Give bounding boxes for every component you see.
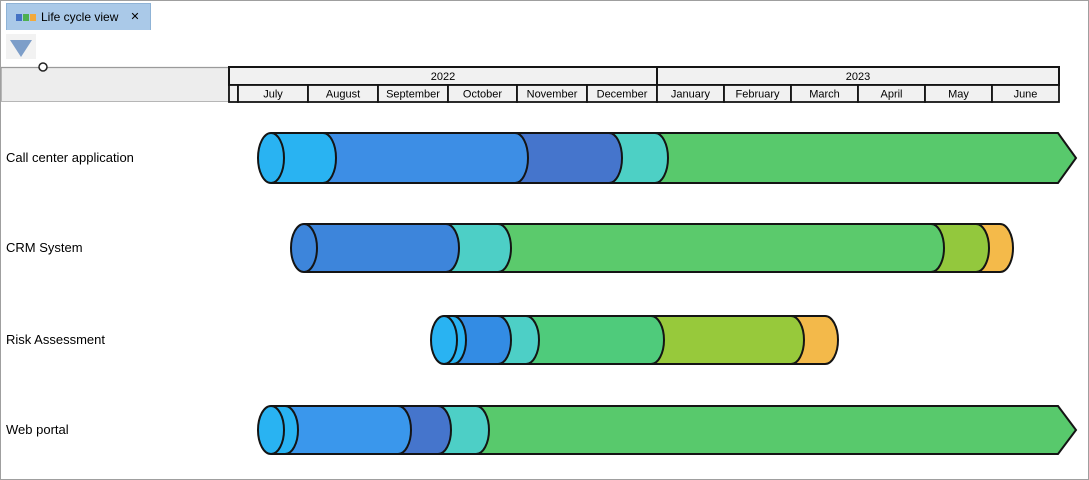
month-cell <box>991 84 1060 103</box>
lifecycle-segment-row3[interactable] <box>430 315 467 365</box>
lifecycle-segment-row3[interactable] <box>525 315 665 365</box>
collapse-arrow-icon[interactable] <box>10 40 32 57</box>
tab-life-cycle-view[interactable]: Life cycle view ✕ <box>6 3 151 30</box>
row-label: Risk Assessment <box>6 332 105 347</box>
lifecycle-segment-row4[interactable] <box>397 405 452 455</box>
lifecycle-segment-row4[interactable] <box>437 405 490 455</box>
lifecycle-segment-row1[interactable] <box>654 132 1078 184</box>
month-cell <box>228 84 239 103</box>
cylinder-cap-rim <box>443 315 458 365</box>
lifecycle-segment-row1[interactable] <box>514 132 623 184</box>
lifecycle-segment-row4[interactable] <box>257 405 299 455</box>
year-label: 2023 <box>846 71 870 83</box>
lifecycle-segment-row4[interactable] <box>284 405 412 455</box>
month-label: November <box>527 89 578 101</box>
month-label: March <box>809 89 840 101</box>
diagram-view-icon <box>16 13 36 21</box>
row-label: CRM System <box>6 240 83 255</box>
month-label: April <box>880 89 902 101</box>
timeline-slider-handle[interactable] <box>38 62 48 72</box>
lifecycle-segment-row2[interactable] <box>497 223 945 273</box>
lifecycle-segment-row3[interactable] <box>650 315 805 365</box>
cylinder-cap-rim <box>303 223 318 273</box>
month-label: October <box>463 89 502 101</box>
icon-square <box>23 13 29 21</box>
row-label: Call center application <box>6 150 134 165</box>
tab-title: Life cycle view <box>41 10 119 24</box>
month-label: September <box>386 89 440 101</box>
month-label: December <box>597 89 648 101</box>
close-icon[interactable]: ✕ <box>130 10 140 23</box>
cylinder-cap-rim <box>270 405 285 455</box>
lifecycle-segment-row1[interactable] <box>608 132 669 184</box>
icon-square <box>30 13 36 21</box>
month-label: February <box>735 89 780 101</box>
month-label: August <box>326 89 360 101</box>
lifecycle-segment-row2[interactable] <box>290 223 460 273</box>
lifecycle-segment-row2[interactable] <box>445 223 512 273</box>
header-left-panel <box>1 67 229 102</box>
icon-square <box>16 13 22 21</box>
cylinder-cap-rim <box>270 132 285 184</box>
lifecycle-segment-row1[interactable] <box>322 132 529 184</box>
tab-strip: Life cycle view ✕ <box>1 1 1088 30</box>
month-label: July <box>263 89 283 101</box>
month-label: June <box>1014 89 1038 101</box>
lifecycle-segment-row4[interactable] <box>475 405 1078 455</box>
lifecycle-segment-row2[interactable] <box>930 223 990 273</box>
lifecycle-segment-row3[interactable] <box>452 315 512 365</box>
row-label: Web portal <box>6 422 69 437</box>
year-label: 2022 <box>431 71 455 83</box>
lifecycle-segment-row1[interactable] <box>257 132 337 184</box>
month-label: May <box>948 89 969 101</box>
month-label: January <box>671 89 711 101</box>
